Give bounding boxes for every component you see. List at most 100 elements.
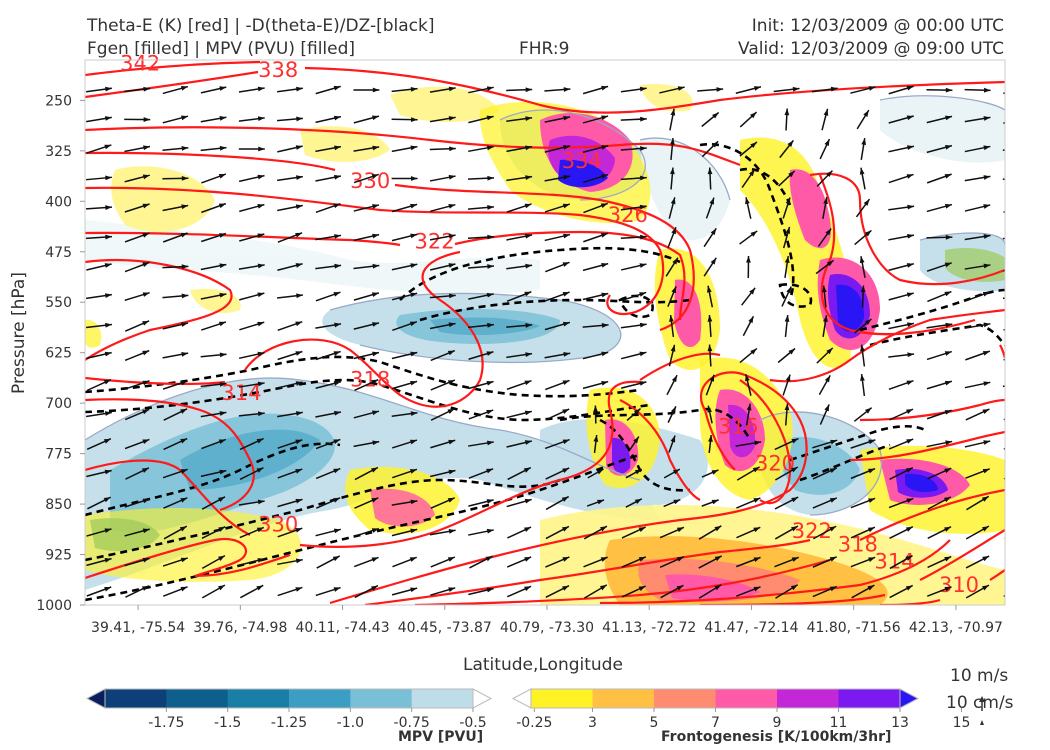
title-left-line-2: Fgen [filled] | MPV (PVU) [filled]	[87, 39, 355, 59]
wind-vector-head	[983, 145, 991, 151]
y-tick-label: 400	[45, 194, 72, 210]
wind-vector-head	[257, 86, 265, 92]
wind-vector-head	[600, 526, 607, 532]
wind-vector-head	[640, 146, 647, 151]
wind-vector-head	[104, 351, 112, 357]
wind-vector-head	[753, 497, 761, 503]
y-axis-ticks: 250 325 400 475 550 625 700 775 850 925 1000	[36, 93, 85, 614]
wind-vector-head	[868, 439, 876, 445]
colorbar-swatch	[166, 689, 229, 708]
wind-vector-head	[371, 292, 379, 298]
wind-vector-head	[707, 315, 713, 322]
wind-vector-head	[860, 285, 866, 293]
wind-vector-head	[486, 410, 494, 415]
wind-vector-head	[945, 87, 953, 93]
wind-vector-head	[784, 403, 790, 411]
wind-vector-head	[447, 497, 455, 503]
wind-vector-head	[599, 584, 607, 591]
wind-vector-head	[640, 175, 647, 181]
wind-vector-head	[486, 380, 494, 386]
wind-vector-head	[562, 439, 570, 445]
colorbar-tick-label: -1.25	[271, 715, 307, 731]
wind-vector-head	[181, 204, 189, 210]
theta-e-contour-label: 314	[875, 549, 915, 573]
theta-e-contour-label: 322	[792, 519, 832, 543]
wind-vector-head	[143, 117, 151, 122]
wind-vector-head	[523, 467, 531, 473]
wind-vector-head	[105, 293, 112, 298]
x-tick-label: 41.47, -72.14	[704, 620, 798, 636]
wind-vector-head	[219, 263, 227, 269]
wind-vector-head	[1021, 204, 1028, 209]
wind-vector	[1002, 385, 1005, 388]
wind-vector-head	[1021, 439, 1028, 444]
wind-vector-head	[829, 586, 837, 592]
wind-vector-head	[714, 584, 722, 591]
wind-vector-head	[295, 558, 303, 564]
wind-vector-head	[563, 87, 571, 92]
wind-vector-head	[410, 263, 418, 268]
wind-vector-head	[296, 116, 303, 122]
wind-vector-head	[104, 469, 112, 475]
wind-vector-head	[639, 381, 647, 386]
wind-vector-head	[982, 351, 990, 356]
wind-vector-head	[785, 197, 791, 205]
wind-vector-head	[639, 322, 647, 328]
wind-vector-head	[563, 352, 571, 357]
wind-vector-head	[562, 321, 570, 327]
wind-vector-head	[142, 439, 150, 445]
y-tick-label: 1000	[36, 598, 72, 614]
wind-vector-head	[333, 381, 341, 386]
y-tick-label: 700	[45, 396, 72, 412]
wind-vector-head	[180, 408, 188, 414]
mpv-colorbar: -1.75 -1.5 -1.25 -1.0 -0.75 -0.5 -0.25	[85, 688, 552, 731]
wind-vector-head	[447, 557, 455, 562]
wind-vector-head	[945, 115, 953, 121]
wind-vector-head	[104, 144, 112, 150]
wind-vector-head	[596, 469, 604, 475]
wind-vector-head	[754, 86, 761, 91]
wind-vector-head	[142, 320, 150, 326]
colorbar-swatch	[838, 689, 901, 708]
wind-vector-head	[487, 264, 494, 269]
wind-vector-head	[601, 145, 609, 150]
wind-vector-head	[823, 108, 829, 116]
colorbar-swatch	[531, 689, 593, 708]
wind-vector-head	[333, 203, 341, 209]
wind-vector-head	[709, 197, 714, 205]
wind-vector-head	[707, 344, 713, 352]
wind-vector-head	[907, 204, 915, 210]
wind-vector-head	[983, 263, 991, 269]
wind-vector-head	[410, 587, 418, 593]
wind-vector-head	[409, 557, 417, 562]
y-tick-label: 325	[45, 144, 72, 160]
y-tick-label: 850	[45, 497, 72, 513]
wind-vector-head	[1021, 468, 1028, 473]
frontogenesis-colorbar-title: Frontogenesis [K/100km/3hr]	[661, 729, 891, 745]
wind-vector-head	[745, 374, 750, 382]
wind-vector-head	[333, 468, 341, 474]
wind-vector-head	[1021, 409, 1028, 414]
wind-vector-head	[983, 116, 991, 121]
wind-vector	[1002, 297, 1005, 300]
wind-vector	[1003, 447, 1005, 450]
wind-vector-head	[714, 555, 722, 562]
wind-vector-head	[410, 380, 418, 386]
wind-vector-head	[333, 85, 341, 91]
x-tick-label: 39.76, -74.98	[193, 620, 287, 636]
theta-e-contour-label: 330	[258, 512, 298, 536]
wind-vector-head	[746, 256, 751, 263]
wind-vector-head	[670, 435, 676, 443]
colorbar-tick-label: 5	[650, 715, 659, 731]
wind-vector-head	[672, 469, 680, 475]
wind-vector-head	[906, 498, 914, 504]
wind-vector-head	[524, 291, 532, 297]
wind-vector-head	[334, 410, 341, 416]
wind-vector-head	[784, 108, 790, 116]
wind-vector-head	[410, 351, 418, 357]
wind-vector-head	[863, 199, 870, 206]
wind-vector-head	[410, 292, 418, 298]
wind-vector-head	[180, 438, 188, 444]
wind-vector-head	[332, 555, 340, 562]
wind-vector-head	[448, 233, 456, 239]
